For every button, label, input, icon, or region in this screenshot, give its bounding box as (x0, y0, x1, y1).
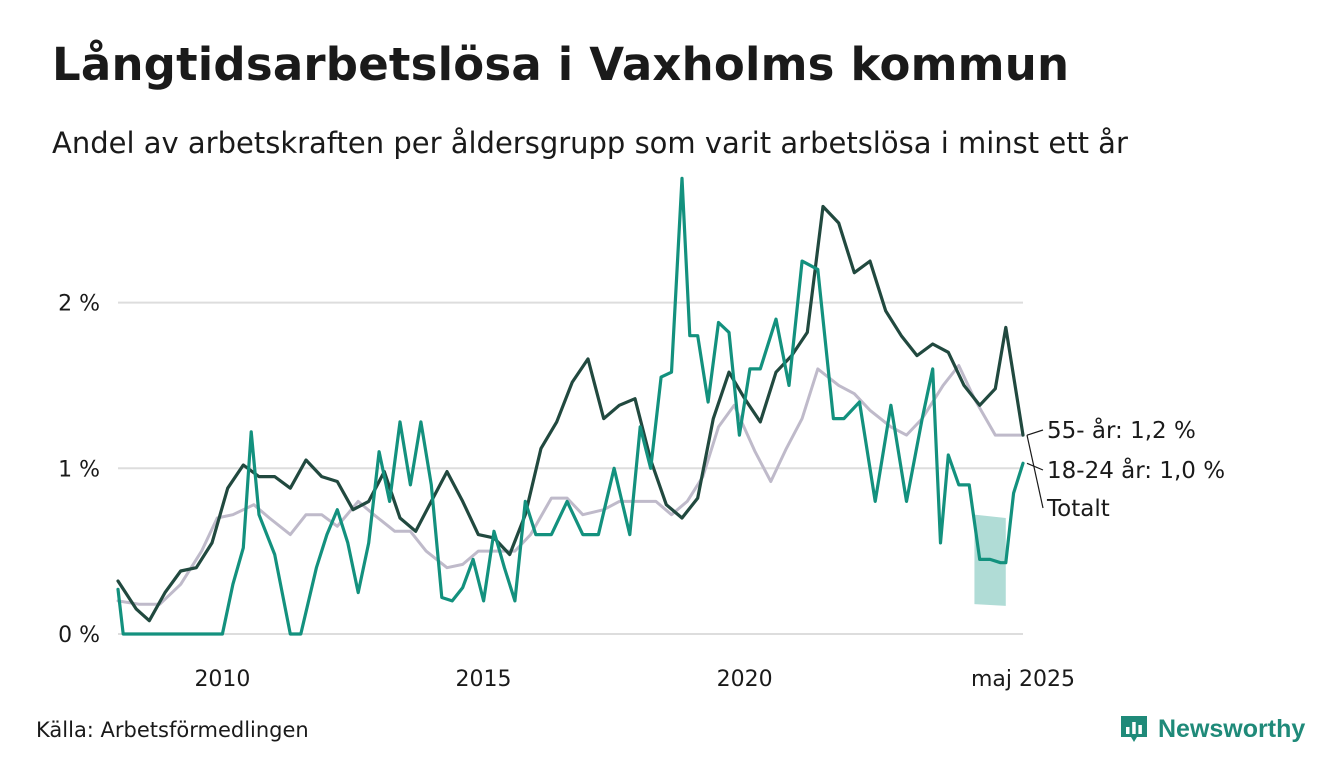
end-label-s1824: 18-24 år: 1,0 % (1047, 456, 1225, 484)
end-label-total: Totalt (1046, 496, 1110, 522)
end-label-s55: 55- år: 1,2 % (1047, 416, 1196, 444)
end-label-leader (1026, 435, 1044, 509)
end-label-leader (1026, 429, 1044, 436)
page-title: Långtidsarbetslösa i Vaxholms kommun (52, 38, 1070, 91)
brand-name: Newsworthy (1158, 714, 1306, 743)
brand-logo: Newsworthy (1118, 713, 1305, 745)
y-tick-label: 1 % (58, 457, 100, 482)
x-tick-label: 2020 (717, 667, 773, 692)
y-tick-label: 0 % (58, 623, 100, 648)
series-line-s55 (116, 204, 1025, 623)
newsworthy-logo-icon (1121, 716, 1147, 742)
source-text: Källa: Arbetsförmedlingen (36, 718, 309, 742)
series-line-s1824 (116, 176, 1025, 636)
series-line-total (116, 364, 1025, 606)
page-subtitle: Andel av arbetskraften per åldersgrupp s… (52, 126, 1128, 160)
x-tick-label: 2015 (456, 667, 512, 692)
x-tick-label: maj 2025 (971, 667, 1075, 692)
y-tick-label: 2 % (58, 292, 100, 317)
x-tick-label: 2010 (194, 667, 250, 692)
end-label-leader (1026, 462, 1044, 471)
